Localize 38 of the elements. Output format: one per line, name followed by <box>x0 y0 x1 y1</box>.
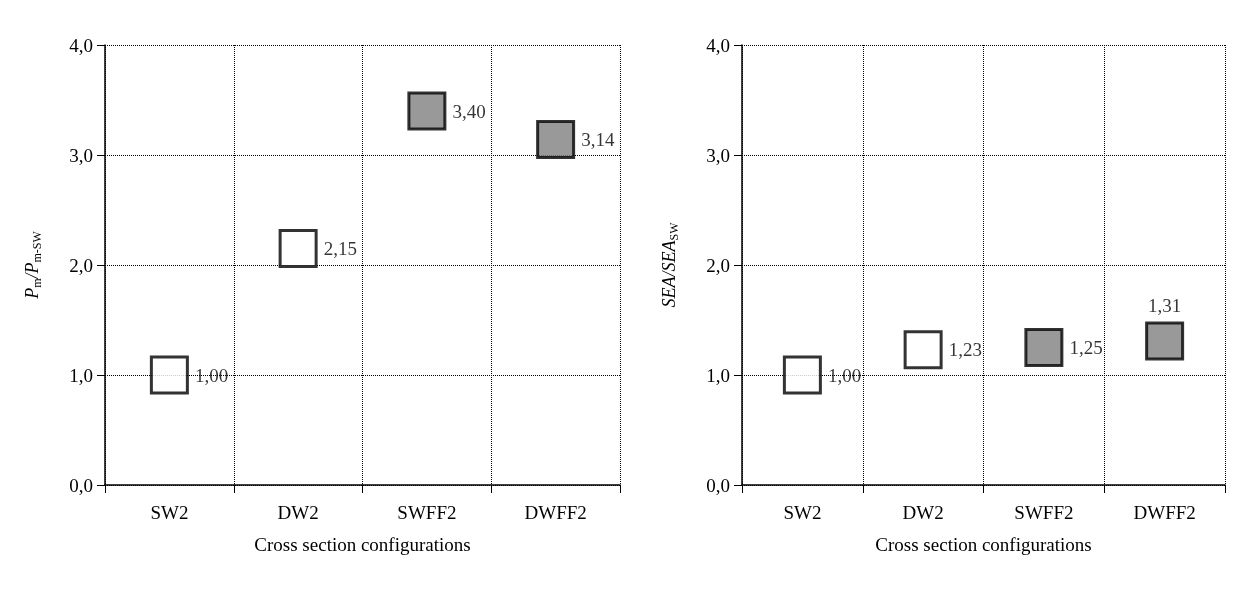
y-axis-title: SEA/SEASW <box>659 221 681 308</box>
data-label: 1,23 <box>948 339 982 361</box>
y-axis-title: Pm/Pm-SW <box>22 230 44 300</box>
point <box>782 355 822 395</box>
x-tick-label: SWFF2 <box>397 502 457 523</box>
x-axis-title: Cross section configurations <box>875 534 1092 555</box>
x-tick-label: SWFF2 <box>1014 502 1074 523</box>
x-axis-title: Cross section configurations <box>254 534 471 555</box>
x-tick-label: DW2 <box>902 502 944 523</box>
y-tick-label: 1,0 <box>706 364 730 386</box>
data-label: 1,00 <box>194 364 229 386</box>
x-tick-label: SW2 <box>150 502 189 523</box>
x-tick-label: DWFF2 <box>524 502 587 523</box>
point <box>407 91 447 131</box>
point <box>1145 321 1185 361</box>
point <box>903 330 943 370</box>
x-tick-label: DW2 <box>277 502 319 523</box>
point <box>278 229 318 268</box>
data-label: 1,31 <box>1148 295 1182 317</box>
data-label: 1,00 <box>827 364 862 386</box>
y-tick-label: 0,0 <box>69 474 93 496</box>
y-tick-label: 4,0 <box>706 34 730 56</box>
y-tick-label: 0,0 <box>706 474 730 496</box>
y-tick-label: 3,0 <box>706 144 730 166</box>
data-label: 3,14 <box>581 129 615 151</box>
point <box>1024 328 1064 367</box>
point <box>149 355 189 395</box>
x-tick-label: DWFF2 <box>1133 502 1196 523</box>
point <box>536 120 576 160</box>
y-tick-label: 2,0 <box>706 254 730 276</box>
data-label: 2,15 <box>323 238 357 259</box>
x-tick-label: SW2 <box>783 502 822 523</box>
y-tick-label: 2,0 <box>69 254 93 276</box>
y-tick-label: 4,0 <box>69 34 93 56</box>
data-label: 3,40 <box>452 100 486 122</box>
data-label: 1,25 <box>1069 337 1103 358</box>
y-tick-label: 3,0 <box>69 144 93 166</box>
y-tick-label: 1,0 <box>69 364 93 386</box>
